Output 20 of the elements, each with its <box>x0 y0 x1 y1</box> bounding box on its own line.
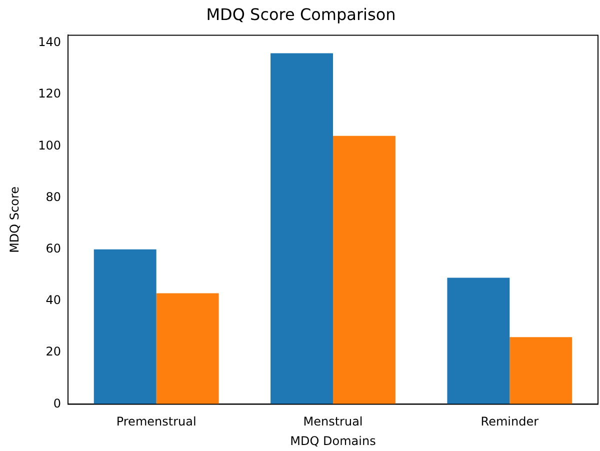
chart-title: MDQ Score Comparison <box>206 4 396 24</box>
bar <box>94 249 156 404</box>
y-tick-label: 120 <box>38 86 61 101</box>
bar <box>510 337 572 404</box>
x-tick-label: Reminder <box>480 414 539 429</box>
bar <box>333 136 396 404</box>
y-tick-label: 20 <box>46 344 61 359</box>
x-tick-label: Menstrual <box>303 414 363 429</box>
y-tick-label: 0 <box>53 396 61 410</box>
x-axis-title: MDQ Domains <box>290 434 376 448</box>
bar <box>156 293 219 404</box>
y-tick-label: 80 <box>46 190 61 204</box>
y-tick-label: 60 <box>46 242 61 256</box>
y-tick-label: 100 <box>38 138 61 152</box>
y-tick-label: 40 <box>46 293 61 308</box>
y-axis-title: MDQ Score <box>7 186 22 253</box>
bar <box>447 278 510 404</box>
x-tick-label: Premenstrual <box>116 414 196 429</box>
y-tick-label: 140 <box>38 35 61 50</box>
bar <box>270 53 333 404</box>
